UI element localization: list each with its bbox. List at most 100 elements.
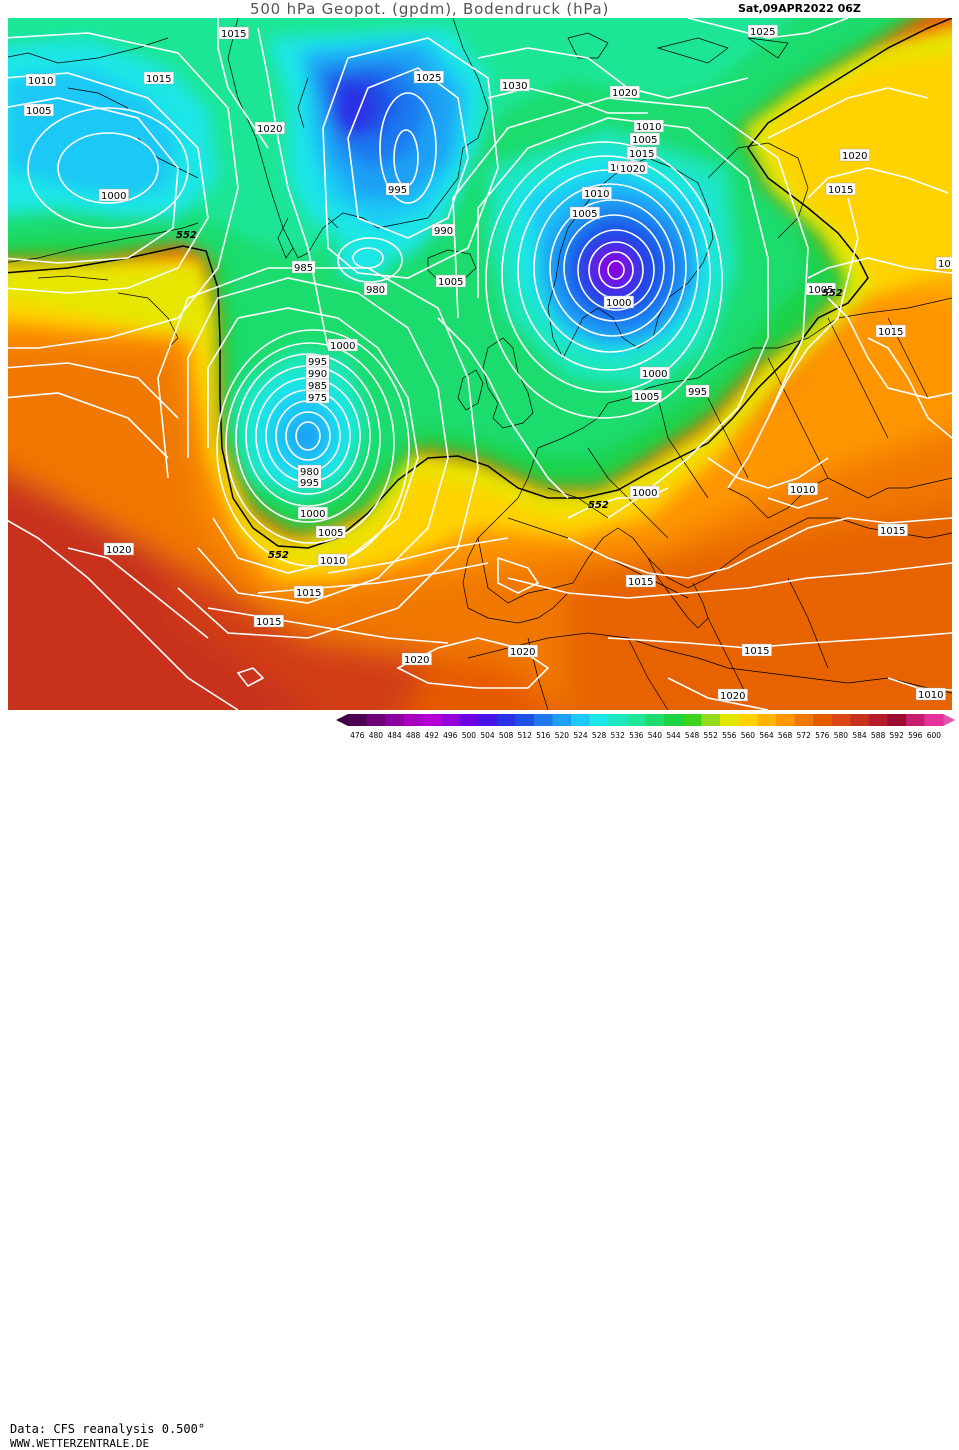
isobar-label: 1005: [23, 103, 54, 117]
colorbar-swatch: [422, 714, 442, 726]
isobar-label: 1020: [507, 644, 538, 658]
colorbar-swatch: [403, 714, 423, 726]
colorbar-tick-label: 576: [815, 731, 830, 740]
svg-text:1000: 1000: [300, 509, 325, 520]
svg-text:1005: 1005: [26, 106, 51, 117]
colorbar-tick-label: 548: [685, 731, 700, 740]
map-title: 500 hPa Geopot. (gpdm), Bodendruck (hPa): [250, 0, 610, 18]
colorbar-under-arrow: [336, 714, 348, 726]
geopotential-552-label: 552: [268, 550, 289, 561]
colorbar-over-arrow: [943, 714, 956, 726]
colorbar-swatch: [348, 714, 368, 726]
isobar-label: 995: [685, 384, 710, 398]
colorbar-swatch: [459, 714, 479, 726]
svg-text:1025: 1025: [416, 73, 441, 84]
svg-text:985: 985: [308, 381, 327, 392]
isobar-label: 995: [305, 354, 330, 368]
isobar-label: 1015: [253, 614, 284, 628]
isobar-label: 1010: [581, 186, 612, 200]
colorbar-tick-label: 564: [759, 731, 774, 740]
isobar-label: 990: [431, 223, 456, 237]
isobar-label: 1005: [569, 206, 600, 220]
colorbar-tick-label: 516: [536, 731, 551, 740]
isobar-label: 995: [385, 182, 410, 196]
isobar-label: 1000: [98, 188, 129, 202]
svg-text:1025: 1025: [750, 27, 775, 38]
isobar-label: 1015: [626, 146, 657, 160]
svg-text:1010: 1010: [584, 189, 609, 200]
colorbar-tick-label: 504: [480, 731, 495, 740]
colorbar-tick-label: 552: [704, 731, 719, 740]
isobar-label: 1000: [629, 485, 660, 499]
svg-text:995: 995: [688, 387, 707, 398]
svg-text:980: 980: [300, 467, 319, 478]
colorbar-swatch: [850, 714, 870, 726]
geopotential-552-labels: 552 552 552 552: [176, 230, 843, 561]
colorbar-swatch: [720, 714, 740, 726]
colorbar-swatch: [906, 714, 926, 726]
svg-text:995: 995: [308, 357, 327, 368]
svg-text:1015: 1015: [146, 74, 171, 85]
svg-text:1010: 1010: [938, 259, 952, 270]
isobar-label: 1015: [877, 523, 908, 537]
svg-text:980: 980: [366, 285, 385, 296]
colorbar-swatch: [924, 714, 944, 726]
isobar-label: 980: [297, 464, 322, 478]
colorbar-tick-label: 584: [852, 731, 867, 740]
svg-text:1015: 1015: [221, 29, 246, 40]
colorbar-tick-label: 588: [871, 731, 886, 740]
svg-text:1000: 1000: [642, 369, 667, 380]
colorbar-tick-label: 568: [778, 731, 793, 740]
isobar-label: 1005: [315, 525, 346, 539]
svg-text:985: 985: [294, 263, 313, 274]
isobar-label: 1010: [787, 482, 818, 496]
isobar-label: 980: [363, 282, 388, 296]
svg-text:1005: 1005: [808, 285, 833, 296]
svg-text:1020: 1020: [612, 88, 637, 99]
svg-text:1015: 1015: [296, 588, 321, 599]
svg-text:1015: 1015: [744, 646, 769, 657]
isobar-label: 1015: [825, 182, 856, 196]
isobar-label: 1015: [875, 324, 906, 338]
colorbar-tick-label: 556: [722, 731, 737, 740]
website-link[interactable]: WWW.WETTERZENTRALE.DE: [10, 1437, 150, 1450]
colorbar-swatch: [794, 714, 814, 726]
colorbar-swatch: [887, 714, 907, 726]
colorbar-tick-label: 476: [350, 731, 365, 740]
weather-map[interactable]: 1015 1025 1010 1015 1005 1000 1020 1025 1030 1020…: [8, 18, 952, 710]
svg-text:1015: 1015: [256, 617, 281, 628]
colorbar-tick-label: 500: [462, 731, 477, 740]
svg-text:995: 995: [300, 478, 319, 489]
svg-text:1015: 1015: [629, 149, 654, 160]
color-scale-legend: 476 480 484 488 492 496 500 504 508 512 516 520 524 5…: [336, 714, 956, 740]
isobar-label: 985: [291, 260, 316, 274]
svg-text:1020: 1020: [620, 164, 645, 175]
isobar-label: 990: [305, 366, 330, 380]
colorbar-swatch: [831, 714, 851, 726]
svg-text:1005: 1005: [634, 392, 659, 403]
isobar-label: 1015: [218, 26, 249, 40]
colorbar-swatch: [682, 714, 702, 726]
svg-text:1010: 1010: [28, 76, 53, 87]
map-canvas: 1015 1025 1010 1015 1005 1000 1020 1025 1030 1020…: [8, 18, 952, 710]
isobar-label: 975: [305, 390, 330, 404]
colorbar-swatch: [645, 714, 665, 726]
colorbar-swatch: [571, 714, 591, 726]
colorbar-tick-label: 528: [592, 731, 607, 740]
map-header: 500 hPa Geopot. (gpdm), Bodendruck (hPa)…: [0, 0, 959, 18]
isobar-label: 1020: [401, 652, 432, 666]
svg-text:1010: 1010: [790, 485, 815, 496]
isobar-label: 1020: [617, 161, 648, 175]
isobar-label: 1020: [103, 542, 134, 556]
colorbar-tick-label: 596: [908, 731, 923, 740]
svg-text:1030: 1030: [502, 81, 527, 92]
isobar-label: 995: [297, 475, 322, 489]
svg-text:1005: 1005: [632, 135, 657, 146]
isobars: [8, 18, 952, 710]
isobar-label: 985: [305, 378, 330, 392]
svg-text:1010: 1010: [636, 122, 661, 133]
isobar-label: 1020: [609, 85, 640, 99]
isobar-label: 1010: [317, 553, 348, 567]
svg-text:1020: 1020: [720, 691, 745, 702]
svg-text:995: 995: [388, 185, 407, 196]
